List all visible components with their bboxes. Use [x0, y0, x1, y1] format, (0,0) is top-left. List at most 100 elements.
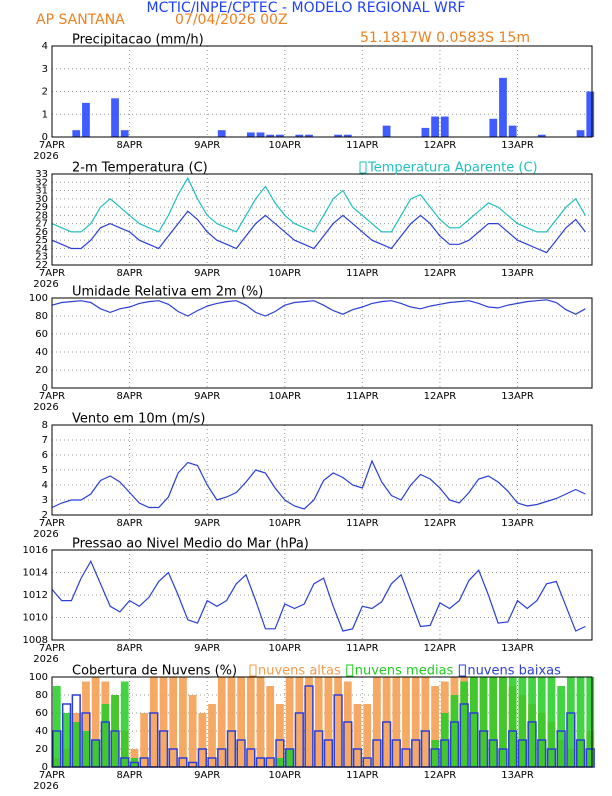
coordinates: 51.1817W 0.0583S 15m [360, 30, 530, 46]
bar [62, 713, 71, 767]
y-tick-label: 22 [35, 260, 48, 271]
legend-swatch [458, 664, 466, 677]
x-tick-label: 10APR [268, 391, 301, 402]
bar [276, 758, 284, 767]
x-tick-label: 7APR [39, 518, 65, 529]
bar [392, 677, 401, 767]
x-tick-label: 8APR [116, 518, 142, 529]
bar [246, 132, 255, 137]
bar [566, 677, 575, 767]
x-tick-label: 9APR [194, 643, 220, 654]
y-tick-label: 60 [35, 329, 48, 340]
year-label: 2026 [33, 781, 58, 792]
x-tick-label: 11APR [346, 770, 379, 781]
x-tick-label: 13APR [501, 391, 534, 402]
bar [72, 130, 81, 137]
year-label: 2026 [33, 279, 58, 290]
legend-swatch [249, 664, 257, 677]
x-tick-label: 11APR [346, 140, 379, 151]
year-label: 2026 [33, 529, 58, 540]
chart-title: 2-m Temperatura (C) [72, 161, 208, 176]
x-tick-label: 12APR [424, 518, 457, 529]
plot-frame [51, 424, 593, 516]
x-tick-label: 12APR [424, 140, 457, 151]
bar [537, 134, 546, 137]
bar [469, 677, 478, 767]
bar [256, 677, 265, 767]
y-tick-label: 28 [35, 210, 48, 221]
y-tick-label: 2 [42, 87, 48, 98]
bar [508, 125, 517, 137]
x-tick-label: 10APR [268, 770, 301, 781]
x-tick-label: 9APR [194, 268, 220, 279]
bar [489, 677, 498, 767]
bar [101, 704, 110, 767]
y-tick-label: 1016 [23, 545, 48, 556]
legend-label: nuvens medias [355, 664, 454, 679]
legend-swatch [346, 664, 354, 677]
y-tick-label: 6 [42, 450, 48, 461]
y-tick-label: 80 [35, 690, 48, 701]
y-tick-label: 40 [35, 347, 48, 358]
bar [557, 686, 566, 767]
bar [460, 681, 469, 767]
bar [120, 681, 129, 767]
x-tick-label: 13APR [501, 770, 534, 781]
x-tick-label: 8APR [116, 643, 142, 654]
y-tick-label: 27 [35, 219, 48, 230]
y-tick-label: 3 [42, 495, 48, 506]
bar [576, 677, 585, 767]
bar [91, 740, 100, 767]
y-tick-label: 33 [35, 169, 48, 180]
x-tick-label: 13APR [501, 268, 534, 279]
x-tick-label: 12APR [424, 391, 457, 402]
x-tick-label: 12APR [424, 770, 457, 781]
x-tick-label: 13APR [501, 140, 534, 151]
y-tick-label: 80 [35, 311, 48, 322]
line [51, 176, 586, 233]
bar [314, 677, 323, 767]
y-tick-label: 25 [35, 235, 48, 246]
x-tick-label: 12APR [424, 268, 457, 279]
plot-frame [51, 45, 593, 138]
bar [140, 713, 149, 767]
y-tick-label: 2 [42, 510, 48, 521]
line [51, 210, 586, 254]
legend-label: Temperatura Aparente (C) [367, 161, 538, 176]
legend-label: nuvens baixas [467, 664, 561, 679]
bar [421, 127, 430, 137]
legend-swatch [359, 161, 367, 174]
bar [489, 118, 498, 137]
bar [285, 749, 294, 767]
bar [120, 130, 129, 137]
bar [343, 134, 352, 137]
bar [198, 713, 207, 767]
x-tick-label: 9APR [194, 140, 220, 151]
y-tick-label: 0 [42, 762, 48, 773]
bar [52, 686, 61, 767]
y-tick-label: 29 [35, 202, 48, 213]
x-tick-label: 9APR [194, 770, 220, 781]
chart-title: Precipitacao (mm/h) [72, 33, 204, 48]
line [51, 299, 586, 317]
x-tick-label: 7APR [39, 140, 65, 151]
page-title: MCTIC/INPE/CPTEC - MODELO REGIONAL WRF [147, 0, 466, 16]
location: AP SANTANA [36, 12, 125, 28]
bar [440, 116, 449, 137]
x-tick-label: 7APR [39, 643, 65, 654]
bar [305, 134, 313, 137]
y-tick-label: 31 [35, 186, 48, 197]
bar [82, 681, 90, 767]
x-tick-label: 9APR [194, 391, 220, 402]
chart-title: Cobertura de Nuvens (%) [72, 664, 237, 679]
bar [402, 677, 410, 767]
y-tick-label: 60 [35, 708, 48, 719]
y-tick-label: 1008 [23, 635, 48, 646]
plot-frame [51, 173, 593, 266]
y-tick-label: 100 [29, 293, 48, 304]
y-tick-label: 1014 [23, 568, 48, 579]
bar [179, 677, 187, 767]
bar [343, 681, 352, 767]
